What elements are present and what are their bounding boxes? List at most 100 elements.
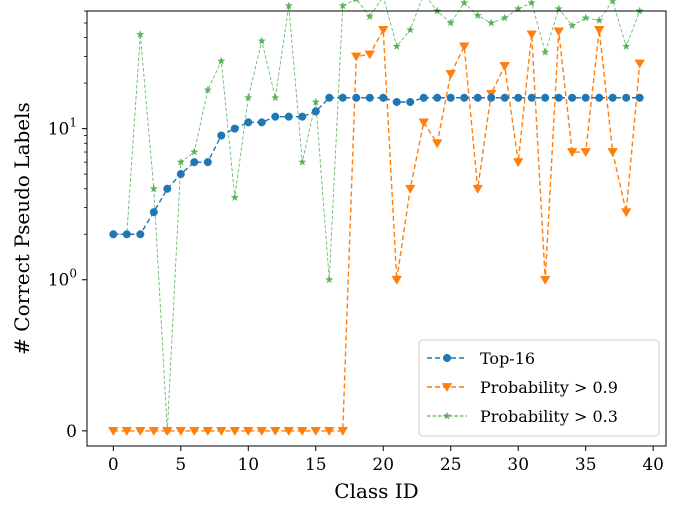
data-point bbox=[271, 93, 280, 102]
series-layer bbox=[108, 0, 645, 436]
x-tick-label: 35 bbox=[575, 455, 597, 475]
data-point bbox=[284, 1, 293, 10]
data-point bbox=[472, 184, 483, 194]
series-1 bbox=[108, 26, 645, 436]
data-point bbox=[283, 427, 295, 436]
data-point bbox=[230, 124, 239, 133]
data-point bbox=[460, 0, 469, 7]
y-tick-label: 101 bbox=[48, 116, 77, 140]
data-point bbox=[566, 148, 578, 158]
data-point bbox=[244, 93, 253, 102]
data-point bbox=[595, 16, 604, 24]
y-tick-label: 0 bbox=[66, 422, 77, 442]
data-point bbox=[406, 25, 415, 34]
data-point bbox=[499, 62, 510, 71]
data-point bbox=[365, 12, 374, 21]
data-point bbox=[635, 93, 644, 102]
data-point bbox=[405, 184, 416, 194]
data-point bbox=[229, 427, 241, 436]
data-point bbox=[364, 50, 375, 60]
data-point bbox=[607, 148, 618, 158]
data-point bbox=[298, 157, 307, 166]
data-point bbox=[487, 18, 496, 27]
data-point bbox=[581, 93, 590, 102]
data-point bbox=[271, 112, 280, 121]
data-point bbox=[541, 93, 550, 102]
data-point bbox=[216, 427, 227, 436]
x-tick-label: 20 bbox=[372, 455, 394, 475]
data-point bbox=[325, 275, 334, 284]
x-tick-label: 10 bbox=[237, 455, 259, 475]
data-point bbox=[256, 427, 268, 436]
data-point bbox=[108, 427, 119, 436]
data-point bbox=[580, 148, 591, 158]
data-point bbox=[500, 93, 509, 102]
x-tick-label: 25 bbox=[440, 455, 462, 475]
data-point bbox=[473, 11, 482, 20]
legend-entry-label: Probability > 0.9 bbox=[480, 378, 618, 397]
data-point bbox=[514, 93, 523, 102]
data-point bbox=[162, 427, 173, 436]
data-point bbox=[352, 93, 361, 102]
data-point bbox=[391, 275, 402, 285]
data-point bbox=[189, 427, 200, 436]
tick-labels: 0 5 10 15 20 25 30 35 40 0 100 101 bbox=[48, 116, 664, 475]
data-point bbox=[473, 93, 482, 102]
data-point bbox=[609, 0, 617, 5]
legend-marker bbox=[442, 411, 452, 420]
data-point bbox=[325, 93, 334, 102]
data-point bbox=[149, 208, 158, 217]
data-point bbox=[175, 427, 187, 436]
data-point bbox=[190, 147, 199, 156]
data-point bbox=[541, 47, 550, 56]
data-point bbox=[257, 36, 266, 45]
data-point bbox=[527, 0, 536, 7]
data-point bbox=[392, 42, 401, 50]
x-tick-label: 5 bbox=[175, 455, 186, 475]
data-point bbox=[135, 427, 146, 436]
data-point bbox=[311, 107, 320, 116]
data-point bbox=[243, 427, 254, 436]
data-point bbox=[608, 93, 617, 102]
data-point bbox=[337, 427, 348, 436]
x-axis-label: Class ID bbox=[334, 479, 418, 503]
data-point bbox=[203, 85, 212, 94]
data-point bbox=[568, 93, 577, 102]
x-tick-label: 0 bbox=[108, 455, 119, 475]
x-tick-label: 30 bbox=[507, 455, 529, 475]
data-point bbox=[622, 42, 631, 50]
data-point bbox=[595, 93, 604, 102]
data-point bbox=[458, 42, 470, 52]
data-point bbox=[270, 427, 281, 436]
data-point bbox=[244, 118, 253, 127]
legend-entry-label: Top-16 bbox=[480, 349, 535, 368]
data-point bbox=[324, 427, 335, 436]
data-point bbox=[554, 4, 563, 13]
data-point bbox=[568, 21, 577, 30]
data-point bbox=[297, 427, 308, 436]
data-point bbox=[378, 26, 389, 35]
data-point bbox=[311, 97, 320, 106]
data-point bbox=[620, 208, 632, 218]
data-point bbox=[136, 30, 145, 38]
data-point bbox=[433, 93, 442, 102]
legend-marker bbox=[441, 383, 453, 393]
data-point bbox=[136, 230, 145, 239]
data-point bbox=[419, 93, 428, 102]
data-point bbox=[512, 158, 524, 168]
data-point bbox=[526, 30, 537, 40]
data-point bbox=[392, 97, 401, 107]
y-axis-label: # Correct Pseudo Labels bbox=[10, 102, 34, 355]
data-point bbox=[365, 93, 374, 102]
data-point bbox=[148, 427, 160, 436]
data-point bbox=[163, 184, 172, 193]
data-point bbox=[593, 26, 605, 35]
data-point bbox=[418, 118, 429, 128]
data-point bbox=[353, 0, 359, 3]
data-point bbox=[217, 56, 226, 65]
data-point bbox=[487, 93, 496, 102]
data-point bbox=[176, 157, 185, 166]
data-point bbox=[500, 13, 509, 22]
y-tick-label: 100 bbox=[48, 267, 77, 291]
